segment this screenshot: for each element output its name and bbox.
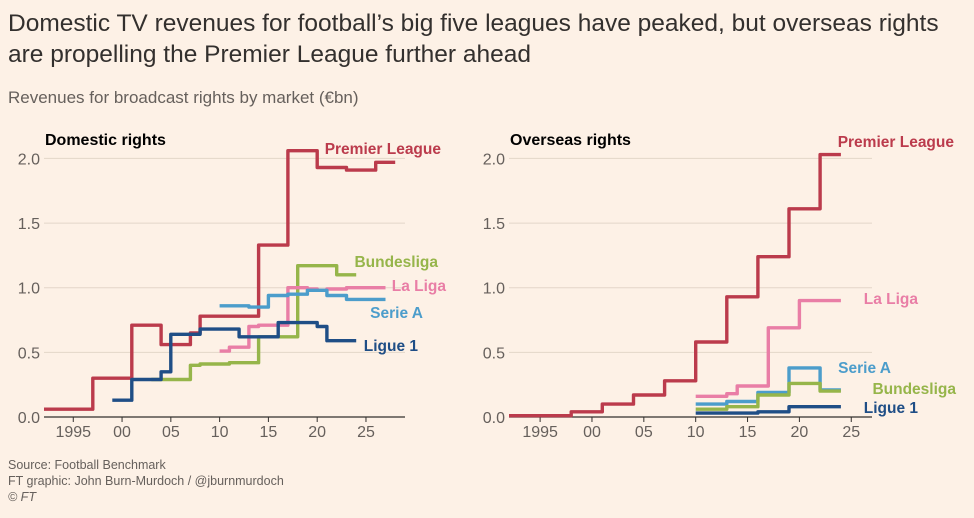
- x-tick-label: 25: [357, 424, 375, 441]
- x-tick-label: 20: [308, 424, 326, 441]
- series-line-la-liga: [219, 286, 386, 353]
- y-tick-label: 1.0: [18, 281, 40, 298]
- x-tick-label: 1995: [522, 424, 558, 441]
- chart-subtitle: Revenues for broadcast rights by market …: [8, 88, 359, 107]
- x-tick-label: 10: [687, 424, 705, 441]
- x-tick-label: 20: [791, 424, 809, 441]
- credit-note: FT graphic: John Burn-Murdoch / @jburnmu…: [8, 474, 284, 488]
- series-label-la-liga: La Liga: [392, 278, 447, 295]
- x-tick-label: 15: [739, 424, 757, 441]
- series-line-la-liga: [695, 298, 841, 398]
- series-label-premier-league: Premier League: [325, 141, 442, 158]
- panel-title: Overseas rights: [510, 132, 631, 149]
- series-label-ligue-1: Ligue 1: [364, 338, 419, 355]
- y-tick-label: 2.0: [483, 151, 505, 168]
- x-tick-label: 25: [842, 424, 860, 441]
- series-line-premier-league: [44, 149, 396, 411]
- chart-title: Domestic TV revenues for football’s big …: [8, 10, 939, 68]
- series-line-ligue-1: [695, 405, 841, 415]
- series-label-serie-a: Serie A: [370, 305, 423, 322]
- x-tick-label: 05: [162, 424, 180, 441]
- x-tick-label: 05: [635, 424, 653, 441]
- series-label-bundesliga: Bundesliga: [872, 381, 956, 398]
- y-tick-label: 1.5: [18, 216, 40, 233]
- series-label-serie-a: Serie A: [838, 360, 891, 377]
- series-label-bundesliga: Bundesliga: [354, 254, 438, 271]
- x-tick-label: 00: [113, 424, 131, 441]
- series-label-ligue-1: Ligue 1: [864, 400, 919, 417]
- y-tick-label: 1.0: [483, 281, 505, 298]
- source-note: Source: Football Benchmark: [8, 458, 166, 472]
- series-line-bundesliga: [695, 381, 841, 411]
- y-tick-label: 0.0: [483, 410, 505, 427]
- x-tick-label: 1995: [55, 424, 91, 441]
- y-tick-label: 0.5: [483, 345, 505, 362]
- y-tick-label: 1.5: [483, 216, 505, 233]
- panel-title: Domestic rights: [45, 132, 166, 149]
- copyright-note: © FT: [8, 490, 36, 504]
- y-tick-label: 0.0: [18, 410, 40, 427]
- series-line-serie-a: [219, 288, 386, 309]
- series-line-ligue-1: [112, 320, 357, 402]
- series-line-premier-league: [509, 152, 841, 418]
- x-tick-label: 00: [583, 424, 601, 441]
- domestic-rights-panel: 0.0 0.5 1.0 1.5 2.0 1995 00 05 10 15 20 25 Domestic …: [18, 132, 447, 441]
- overseas-rights-panel: 0.0 0.5 1.0 1.5 2.0 1995 00 05 10 15 20 25 Overseas …: [483, 132, 957, 441]
- y-tick-label: 0.5: [18, 345, 40, 362]
- x-tick-label: 15: [260, 424, 278, 441]
- footer: Source: Football Benchmark FT graphic: J…: [8, 457, 284, 505]
- series-line-bundesliga: [151, 264, 357, 382]
- y-tick-label: 2.0: [18, 151, 40, 168]
- x-tick-label: 10: [211, 424, 229, 441]
- series-line-serie-a: [695, 366, 841, 406]
- series-label-la-liga: La Liga: [864, 291, 919, 308]
- series-label-premier-league: Premier League: [838, 134, 955, 151]
